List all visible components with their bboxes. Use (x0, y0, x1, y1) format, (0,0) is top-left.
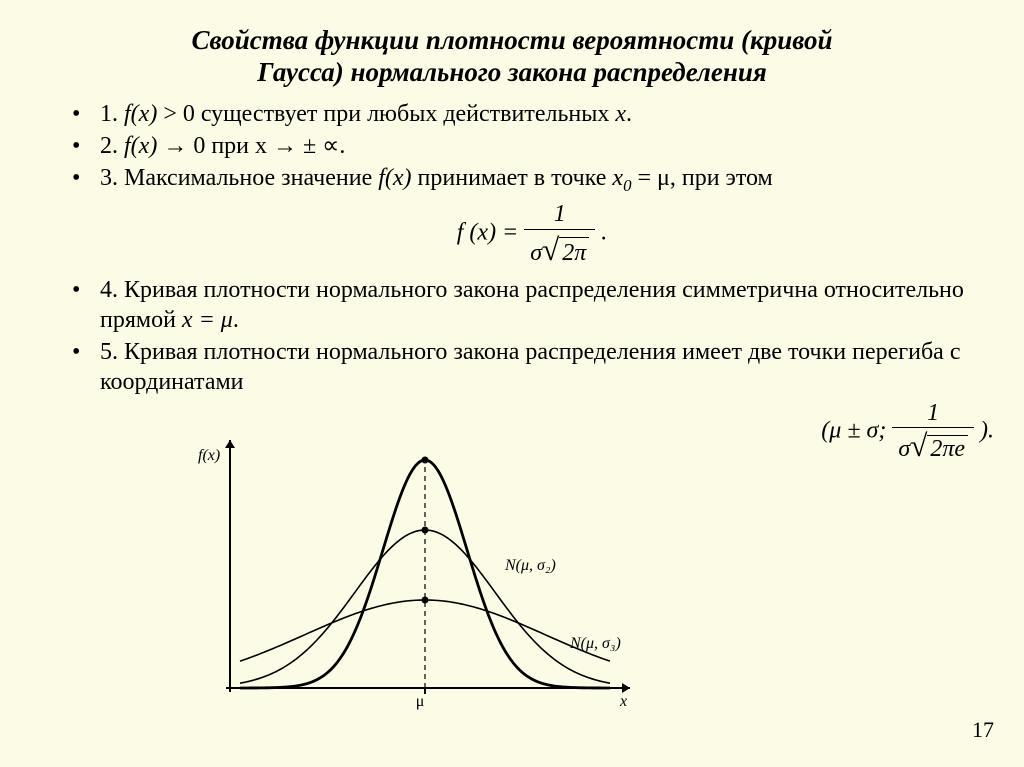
svg-text:x: x (619, 693, 627, 710)
formula-1: f (x) = 1 σ√2π . (100, 199, 964, 269)
f1-frac: 1 σ√2π (524, 199, 595, 269)
f1-den: σ√2π (524, 230, 595, 269)
p1-fx: f(x) (124, 101, 157, 127)
p3-fx: f(x) (378, 165, 411, 191)
chart-svg: f(x) x μ N(μ, σ₂) N(μ, σ₃) (170, 430, 650, 730)
p3-a: 3. Максимальное значение (100, 165, 378, 191)
p1-dot: . (626, 101, 632, 127)
prop-1: 1. f(x) > 0 существует при любых действи… (60, 99, 964, 129)
prop-5: 5. Кривая плотности нормального закона р… (60, 337, 964, 397)
f1-sigma: σ (530, 240, 542, 266)
properties-list: 1. f(x) > 0 существует при любых действи… (60, 99, 964, 397)
f2-close: ). (980, 418, 994, 444)
svg-text:N(μ, σ₃): N(μ, σ₃) (569, 635, 621, 652)
prop-4: 4. Кривая плотности нормального закона р… (60, 275, 964, 335)
title-line1: Свойства функции плотности вероятности (… (192, 25, 833, 55)
f2-den: σ√2πe (892, 428, 974, 464)
p1-num: 1. (100, 101, 124, 127)
prop-2: 2. f(x) → 0 при x → ± ∝. (60, 131, 964, 161)
svg-text:μ: μ (416, 693, 425, 710)
f2-sigma: σ (898, 436, 910, 462)
page-number: 17 (972, 717, 994, 743)
p2-fx: f(x) (124, 133, 157, 159)
p4-eq: x = μ (182, 307, 233, 333)
svg-text:f(x): f(x) (198, 447, 220, 464)
p1-text: > 0 существует при любых действительных (157, 101, 615, 127)
prop-3: 3. Максимальное значение f(x) принимает … (60, 163, 964, 269)
p5-text: 5. Кривая плотности нормального закона р… (100, 339, 960, 395)
f2-sqrt: 2πe (927, 435, 968, 463)
f2-open: (μ ± σ; (821, 418, 892, 444)
f1-tail: . (601, 219, 607, 245)
p3-d: = μ, при этом (631, 165, 772, 191)
slide-title: Свойства функции плотности вероятности (… (60, 24, 964, 89)
formula-2: (μ ± σ; 1 σ√2πe ). (821, 400, 994, 464)
f1-lhs: f (x) = (457, 219, 525, 245)
p1-x: x (615, 101, 626, 127)
f1-sqrt: 2π (559, 237, 589, 268)
title-line2: Гаусса) нормального закона распределения (257, 57, 767, 87)
svg-text:N(μ, σ₂): N(μ, σ₂) (504, 557, 556, 574)
gaussian-chart: f(x) x μ N(μ, σ₂) N(μ, σ₃) (170, 430, 650, 730)
p2-num: 2. (100, 133, 124, 159)
p3-b: принимает в точке (412, 165, 613, 191)
p4-dot: . (233, 307, 239, 333)
p3-x: x (612, 165, 623, 191)
f2-frac: 1 σ√2πe (892, 400, 974, 464)
p2-text: → 0 при x → ± ∝. (157, 133, 345, 159)
f2-num: 1 (892, 400, 974, 428)
f1-num: 1 (524, 199, 595, 230)
